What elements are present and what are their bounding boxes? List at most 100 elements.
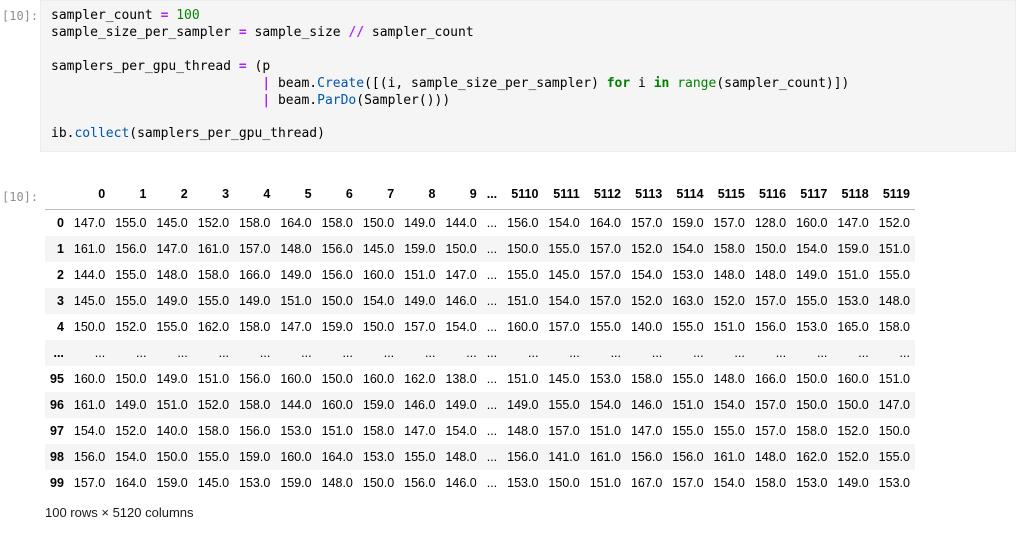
table-cell: 153.0	[796, 320, 828, 335]
table-cell: 148.0	[878, 294, 910, 309]
table-cell: 147.0	[156, 242, 188, 257]
table-cell: 128.0	[754, 216, 787, 231]
table-cell: 148.0	[713, 372, 745, 387]
table-cell: 154.0	[548, 216, 580, 231]
table-cell: 160.0	[73, 372, 106, 387]
table-cell: 157.0	[754, 294, 787, 309]
table-cell: 145.0	[73, 294, 106, 309]
table-cell: 152.0	[197, 216, 230, 231]
table-cell: 149.0	[837, 476, 869, 491]
table-cell: 148.0	[156, 268, 188, 283]
column-header: 5110	[511, 187, 539, 202]
table-cell: ...	[816, 346, 828, 361]
table-cell: 155.0	[672, 424, 704, 439]
table-cell: 148.0	[754, 268, 787, 283]
table-row: 97 154.0 152.0 140.0 158.0 156.0 153.0 151.0 158…	[45, 418, 915, 444]
table-cell: ...	[486, 398, 498, 413]
table-cell: 138.0	[445, 372, 477, 387]
row-index: 98	[50, 450, 64, 465]
table-header-row: 0 1 2 3 4 5 6 7 8 9... 5110 5111 5112 5113 5114 5115 511…	[45, 181, 915, 210]
table-cell: 145.0	[548, 372, 580, 387]
table-cell: 159.0	[837, 242, 869, 257]
table-cell: 158.0	[197, 268, 230, 283]
table-cell: 161.0	[73, 398, 106, 413]
table-cell: ...	[858, 346, 869, 361]
table-cell: 155.0	[548, 242, 580, 257]
table-cell: 158.0	[630, 372, 663, 387]
table-cell: ...	[486, 294, 498, 309]
table-cell: 160.0	[796, 216, 828, 231]
table-cell: ...	[342, 346, 353, 361]
table-cell: 157.0	[630, 216, 663, 231]
column-header: 8	[428, 187, 436, 202]
table-cell: 155.0	[404, 450, 436, 465]
table-cell: 157.0	[404, 320, 436, 335]
table-cell: 161.0	[73, 242, 106, 257]
table-cell: 154.0	[362, 294, 395, 309]
table-cell: 150.0	[837, 398, 869, 413]
table-cell: 157.0	[713, 216, 745, 231]
table-cell: 156.0	[321, 242, 353, 257]
table-cell: 146.0	[630, 398, 663, 413]
table-cell: 153.0	[796, 476, 828, 491]
dataframe-output: 0 1 2 3 4 5 6 7 8 9... 5110 5111 5112 5113 5114 5115 511…	[40, 181, 1016, 520]
table-cell: 157.0	[548, 424, 580, 439]
table-cell: 150.0	[796, 398, 828, 413]
table-cell: ...	[177, 346, 188, 361]
table-cell: 157.0	[754, 424, 787, 439]
table-cell: 155.0	[115, 294, 147, 309]
table-cell: 151.0	[837, 268, 869, 283]
table-row: 95 160.0 150.0 149.0 151.0 156.0 160.0 150.0 160…	[45, 366, 915, 392]
table-cell: 159.0	[280, 476, 312, 491]
dataframe-shape: 100 rows × 5120 columns	[45, 505, 194, 521]
table-cell: ...	[486, 320, 498, 335]
table-cell: 149.0	[280, 268, 312, 283]
table-cell: 148.0	[280, 242, 312, 257]
table-cell: 152.0	[630, 242, 663, 257]
table-cell: 148.0	[507, 424, 539, 439]
table-cell: 154.0	[713, 398, 745, 413]
table-cell: 146.0	[445, 294, 477, 309]
table-cell: 161.0	[589, 450, 621, 465]
table-cell: 151.0	[878, 372, 910, 387]
table-cell: 158.0	[321, 216, 353, 231]
table-cell: 150.0	[445, 242, 477, 257]
table-cell: 159.0	[239, 450, 271, 465]
table-cell: 152.0	[115, 320, 147, 335]
table-cell: 147.0	[837, 216, 869, 231]
column-header: 5118	[841, 187, 869, 202]
table-cell: 158.0	[197, 424, 230, 439]
table-cell: 149.0	[404, 294, 436, 309]
table-cell: ...	[301, 346, 312, 361]
table-cell: 147.0	[878, 398, 910, 413]
table-cell: 146.0	[445, 476, 477, 491]
table-cell: 149.0	[404, 216, 436, 231]
table-cell: 145.0	[362, 242, 395, 257]
table-cell: ...	[259, 346, 271, 361]
table-cell: 145.0	[197, 476, 230, 491]
table-cell: 144.0	[445, 216, 477, 231]
table-cell: 158.0	[239, 320, 271, 335]
table-cell: ...	[775, 346, 787, 361]
table-cell: 149.0	[156, 294, 188, 309]
table-cell: 151.0	[878, 242, 910, 257]
table-cell: 155.0	[713, 424, 745, 439]
table-cell: 160.0	[362, 372, 395, 387]
table-cell: 154.0	[589, 398, 621, 413]
dataframe-table: 0 1 2 3 4 5 6 7 8 9... 5110 5111 5112 5113 5114 5115 511…	[45, 181, 915, 496]
table-cell: 155.0	[197, 294, 230, 309]
code-editor[interactable]: sampler_count = 100 sample_size_per_sampl…	[40, 0, 1016, 153]
table-row: 1 161.0 156.0 147.0 161.0 157.0 148.0 156.0 145.…	[45, 236, 915, 263]
table-cell: 149.0	[796, 268, 828, 283]
table-cell: 151.0	[280, 294, 312, 309]
table-cell: 164.0	[115, 476, 147, 491]
table-cell: 149.0	[115, 398, 147, 413]
table-cell: 167.0	[630, 476, 663, 491]
table-cell: 156.0	[239, 424, 271, 439]
table-cell: 156.0	[73, 450, 106, 465]
column-header: 1	[139, 187, 147, 202]
column-header: 5	[304, 187, 312, 202]
table-cell: 158.0	[362, 424, 395, 439]
table-cell: 150.0	[507, 242, 539, 257]
table-cell: 150.0	[754, 242, 787, 257]
